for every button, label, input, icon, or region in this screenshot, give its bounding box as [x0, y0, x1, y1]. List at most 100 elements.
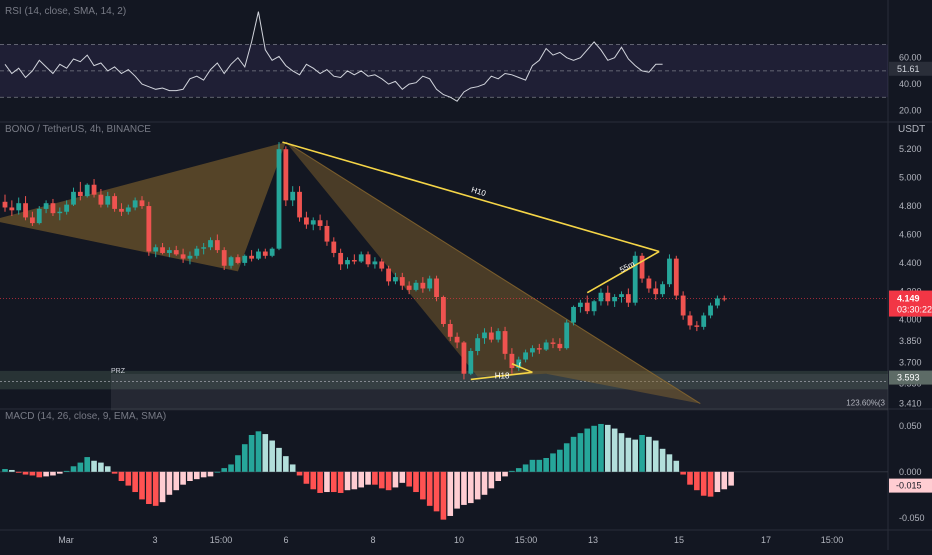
macd-bar: [646, 436, 652, 472]
macd-bar: [611, 428, 618, 472]
time-axis-label: Mar: [58, 535, 74, 545]
rsi-title: RSI (14, close, SMA, 14, 2): [5, 6, 127, 17]
candle-body: [23, 203, 28, 218]
candle-body: [619, 294, 624, 297]
time-axis-label: 13: [588, 535, 598, 545]
candle-body: [194, 248, 200, 256]
candle-body: [488, 332, 494, 340]
candle-body: [461, 342, 467, 374]
current-price-tag: [889, 290, 932, 317]
macd-bar: [98, 462, 104, 472]
macd-bar: [481, 471, 488, 495]
macd-bar: [50, 471, 56, 476]
candle-body: [358, 254, 364, 262]
leg-h18: [470, 371, 533, 381]
candle-body: [9, 207, 15, 211]
macd-bar: [276, 447, 282, 472]
macd-bar: [550, 453, 556, 472]
time-axis-label: 10: [454, 535, 464, 545]
macd-bar: [694, 471, 700, 491]
macd-bar: [180, 471, 186, 485]
macd-bar: [118, 471, 125, 481]
macd-bar: [214, 471, 221, 473]
macd-bar: [289, 464, 296, 472]
macd-tick-label: 0.000: [899, 467, 922, 477]
candle-body: [324, 225, 330, 242]
candle-body: [317, 220, 323, 226]
candle-body: [228, 257, 234, 266]
candle-body: [475, 338, 481, 351]
macd-bar: [125, 471, 132, 486]
candle-body: [399, 277, 405, 286]
candle-body: [406, 285, 412, 290]
macd-bar: [111, 471, 118, 474]
candle-body: [153, 247, 159, 252]
macd-bar: [351, 471, 358, 490]
macd-bar: [159, 471, 166, 503]
candle-body: [365, 254, 371, 265]
candle-body: [297, 191, 302, 218]
macd-bar: [474, 471, 481, 500]
candle-body: [482, 332, 487, 339]
candle-body: [516, 359, 522, 369]
leg-55m: [586, 250, 660, 294]
candle-body: [701, 315, 707, 327]
macd-bar: [392, 471, 399, 488]
macd-bar: [659, 448, 666, 472]
macd-title: MACD (14, 26, close, 9, EMA, SMA): [5, 411, 167, 422]
candle-body: [304, 217, 309, 225]
candle-body: [283, 149, 289, 201]
candle-body: [160, 247, 165, 253]
macd-bar: [700, 471, 707, 496]
candle-body: [167, 250, 172, 253]
macd-bar: [406, 471, 412, 487]
macd-bar: [132, 471, 138, 493]
macd-bar: [9, 469, 15, 472]
candle-body: [338, 252, 344, 265]
candle-body: [36, 208, 42, 224]
candle-body: [571, 306, 576, 323]
candle-body: [146, 206, 152, 252]
macd-bar: [454, 471, 460, 509]
candle-body: [30, 217, 35, 224]
macd-bar: [2, 469, 8, 472]
candle-body: [139, 200, 145, 207]
candle-body: [557, 343, 563, 349]
time-axis-label: 15: [674, 535, 684, 545]
macd-bar: [632, 439, 638, 472]
candle-body: [187, 255, 193, 259]
macd-bar: [70, 466, 77, 472]
candle-body: [584, 302, 590, 312]
candle-body: [591, 301, 597, 312]
candle-body: [50, 203, 56, 214]
pattern-triangle-xab: [0, 142, 286, 272]
macd-bar: [468, 471, 474, 504]
candle-body: [434, 278, 439, 297]
macd-bar: [57, 471, 63, 474]
macd-bar: [502, 471, 508, 477]
candle-body: [536, 348, 542, 350]
candle-body: [454, 336, 460, 343]
price-tick-label: 5.000: [899, 173, 922, 183]
macd-bar: [618, 433, 625, 472]
macd-bar: [447, 471, 454, 516]
macd-bar: [29, 471, 36, 476]
candle-body: [413, 282, 419, 290]
candle-body: [543, 342, 549, 350]
candle-body: [262, 251, 268, 256]
candle-body: [98, 194, 104, 205]
candle-body: [372, 261, 378, 265]
candle-body: [564, 322, 570, 349]
prz-box: [111, 373, 888, 411]
macd-bar: [200, 471, 207, 478]
candle-body: [578, 302, 583, 307]
macd-bar: [139, 471, 145, 500]
macd-bar: [36, 471, 43, 478]
price-tick-label: 3.700: [899, 357, 922, 367]
macd-bar: [358, 471, 364, 488]
candle-body: [173, 250, 179, 255]
macd-bar: [84, 457, 90, 472]
leg-label-h10: H10: [470, 185, 487, 198]
macd-bar: [687, 471, 693, 485]
